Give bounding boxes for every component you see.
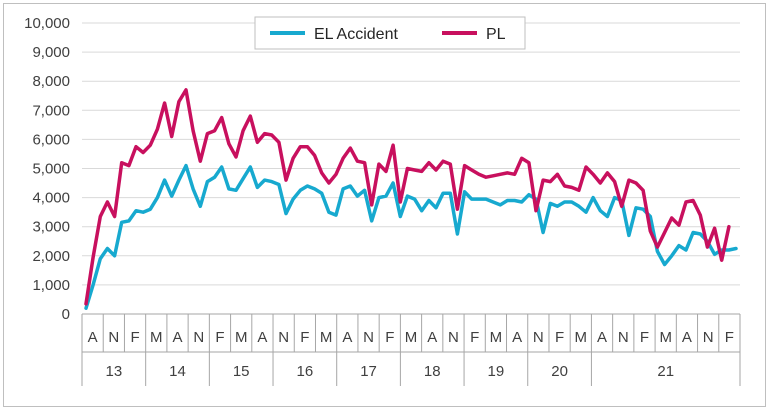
month-tick-label: N (278, 329, 289, 346)
month-tick-label: N (448, 329, 459, 346)
y-tick-label: 0 (62, 306, 70, 323)
year-tick-label: 14 (169, 363, 186, 380)
y-tick-label: 4,000 (32, 190, 70, 207)
month-tick-label: M (405, 329, 418, 346)
month-tick-label: F (640, 329, 649, 346)
y-tick-label: 3,000 (32, 219, 70, 236)
year-tick-label: 17 (360, 363, 377, 380)
month-tick-label: F (215, 329, 224, 346)
legend-label-pl: PL (486, 26, 506, 43)
month-tick-label: F (725, 329, 734, 346)
month-tick-label: A (257, 329, 267, 346)
month-tick-label: N (618, 329, 629, 346)
series-line-pl (84, 88, 731, 306)
month-tick-label: M (490, 329, 503, 346)
month-tick-label: M (320, 329, 333, 346)
year-tick-label: 13 (105, 363, 122, 380)
y-tick-label: 6,000 (32, 131, 70, 148)
month-tick-label: A (682, 329, 692, 346)
month-tick-label: N (703, 329, 714, 346)
month-tick-label: F (300, 329, 309, 346)
y-tick-label: 8,000 (32, 73, 70, 90)
year-tick-label: 21 (657, 363, 674, 380)
legend-label-el-accident: EL Accident (314, 26, 398, 43)
month-tick-label: N (108, 329, 119, 346)
month-tick-label: A (512, 329, 522, 346)
y-tick-label: 2,000 (32, 248, 70, 265)
month-tick-label: A (427, 329, 437, 346)
month-tick-label: N (193, 329, 204, 346)
month-tick-label: F (555, 329, 564, 346)
month-tick-label: M (659, 329, 672, 346)
y-axis: 0 1,000 2,000 3,000 4,000 5,000 6,000 7,000 8,00… (24, 15, 70, 323)
month-tick-label: N (533, 329, 544, 346)
y-tick-label: 1,000 (32, 277, 70, 294)
month-tick-label: A (88, 329, 98, 346)
year-tick-label: 18 (424, 363, 441, 380)
series-layer (84, 88, 738, 310)
year-tick-label: 15 (233, 363, 250, 380)
month-tick-label: F (470, 329, 479, 346)
month-tick-label: F (385, 329, 394, 346)
month-tick-label: A (342, 329, 352, 346)
y-tick-label: 10,000 (24, 15, 70, 32)
year-tick-label: 16 (297, 363, 314, 380)
month-tick-label: N (363, 329, 374, 346)
y-tick-label: 5,000 (32, 161, 70, 178)
y-tick-label: 7,000 (32, 102, 70, 119)
year-tick-label: 20 (551, 363, 568, 380)
year-tick-label: 19 (488, 363, 505, 380)
chart-frame (3, 3, 766, 407)
month-tick-label: F (130, 329, 139, 346)
series-line-el-accident (84, 163, 738, 310)
y-tick-label: 9,000 (32, 44, 70, 61)
x-axis: A N F M A N F M A N F M A N F M A N F M A N F M A N F M A N F13 14 15 16 1… (81, 313, 741, 386)
month-tick-label: M (235, 329, 248, 346)
month-tick-label: A (173, 329, 183, 346)
month-tick-label: M (150, 329, 163, 346)
month-tick-label: M (575, 329, 588, 346)
month-tick-label: A (597, 329, 607, 346)
legend: EL Accident PL (254, 16, 526, 50)
